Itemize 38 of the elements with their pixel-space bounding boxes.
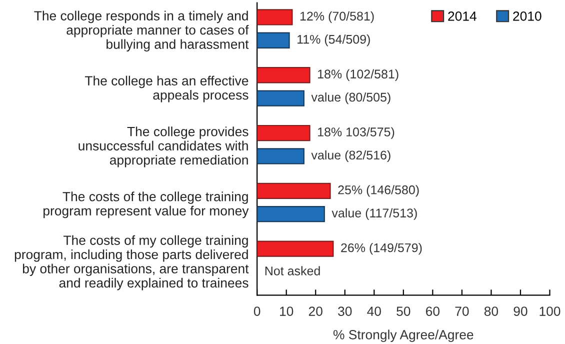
x-tick-label: 60 bbox=[426, 306, 440, 316]
bar bbox=[257, 240, 334, 257]
bar bbox=[257, 9, 293, 26]
x-axis-title: % Strongly Agree/Agree bbox=[333, 330, 474, 342]
data-label: 18% (102/581) bbox=[318, 69, 398, 81]
x-tick-label: 20 bbox=[308, 306, 322, 316]
legend-label: 2010 bbox=[513, 11, 542, 21]
bar bbox=[257, 67, 310, 84]
bar bbox=[257, 148, 304, 164]
data-label: 12% (70/581) bbox=[300, 11, 374, 24]
y-tick-label: The college has an effective appeals process bbox=[84, 76, 248, 102]
x-tick-label: 0 bbox=[254, 306, 260, 316]
bar bbox=[257, 90, 304, 106]
data-label: value (117/513) bbox=[332, 208, 417, 220]
bar bbox=[257, 206, 325, 222]
data-label: value (82/516) bbox=[311, 150, 390, 162]
bar bbox=[257, 124, 310, 142]
x-tick-label: 90 bbox=[514, 306, 528, 316]
data-label: 25% (146/580) bbox=[338, 185, 419, 197]
x-tick-label: 50 bbox=[396, 306, 410, 316]
bar bbox=[257, 182, 331, 200]
data-label: 11% (54/509) bbox=[298, 34, 370, 46]
data-label: 26% (149/579) bbox=[341, 243, 422, 255]
legend-label: 2014 bbox=[448, 11, 476, 21]
y-tick-label: The costs of my college training program, including those parts delivered by other organisations, are transparent and readily explained to trainees bbox=[14, 235, 249, 290]
y-tick-label: The costs of the college training program represent value for money bbox=[44, 192, 249, 218]
x-tick-label: 100 bbox=[540, 306, 560, 316]
x-tick-label: 70 bbox=[455, 306, 469, 316]
x-tick-label: 10 bbox=[280, 306, 294, 316]
bar bbox=[257, 32, 290, 48]
x-tick-label: 80 bbox=[484, 306, 498, 316]
data-label: 18% 103/575) bbox=[318, 127, 394, 139]
text: Not asked bbox=[265, 266, 320, 276]
y-tick-label: The college responds in a timely and appropriate manner to cases of bullying and harassment bbox=[34, 10, 249, 52]
y-tick-label: The college provides unsuccessful candidates with appropriate remediation bbox=[78, 126, 248, 168]
x-tick-label: 40 bbox=[367, 306, 381, 316]
x-tick-label: 30 bbox=[338, 306, 352, 316]
data-label: value (80/505) bbox=[311, 92, 390, 104]
